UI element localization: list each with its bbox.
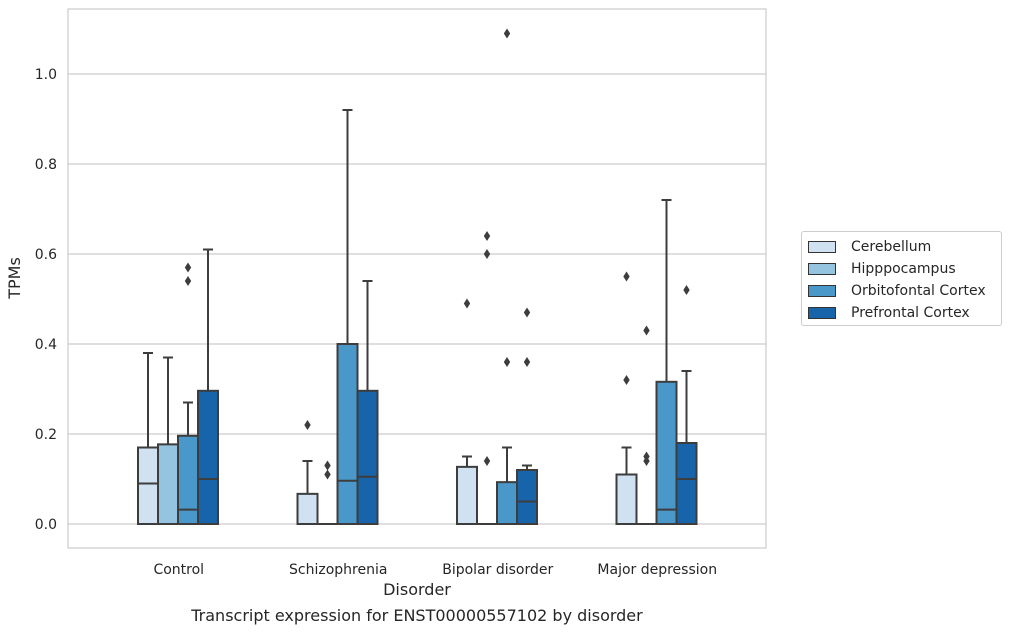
outlier-point — [483, 231, 491, 241]
axes: 0.0 0.2 0.4 0.6 0.8 1.0 Control Schizophrenia Bi… — [35, 67, 717, 578]
box-hipppocampus-3 — [636, 325, 657, 525]
box-cerebellum-3 — [615, 271, 638, 525]
box-prefrontal-cortex-1 — [356, 280, 379, 525]
box-body — [496, 481, 518, 525]
x-tick-label: Bipolar disorder — [442, 562, 553, 578]
outlier-point — [523, 307, 531, 318]
box-cerebellum-0 — [137, 352, 159, 525]
outlier-point — [483, 456, 491, 466]
x-tick-label: Schizophrenia — [289, 562, 387, 578]
box-prefrontal-cortex-2 — [516, 307, 538, 525]
outlier-point — [483, 249, 491, 259]
box-prefrontal-cortex-3 — [675, 285, 698, 525]
outlier-point — [184, 262, 192, 273]
outlier-point — [503, 28, 511, 39]
legend-label: Prefrontal Cortex — [851, 305, 970, 321]
y-tick-label: 0.4 — [35, 337, 57, 353]
box-body — [157, 443, 179, 526]
box-body — [615, 473, 638, 525]
outlier-point — [463, 298, 471, 309]
legend-label: Orbitofontal Cortex — [851, 283, 986, 299]
box-body — [137, 446, 159, 525]
box-orbitofontal-cortex-2 — [496, 28, 518, 525]
legend-item-cerebellum: Cerebellum — [808, 239, 931, 255]
box-prefrontal-cortex-0 — [197, 248, 219, 525]
legend-swatch — [808, 307, 836, 319]
box-orbitofontal-cortex-0 — [177, 262, 199, 525]
x-tick-label: Major depression — [597, 562, 717, 578]
legend-swatch — [808, 241, 836, 253]
y-tick-label: 0.2 — [35, 427, 57, 443]
box-cerebellum-1 — [296, 420, 319, 526]
y-tick-label: 0.0 — [35, 517, 57, 533]
legend-item-orbitofrontal-cortex: Orbitofontal Cortex — [808, 283, 986, 299]
legend-swatch — [808, 263, 836, 275]
box-body — [177, 434, 199, 525]
box-orbitofontal-cortex-3 — [655, 199, 678, 525]
box-body — [516, 469, 538, 525]
box-hipppocampus-2 — [477, 231, 497, 525]
box-body — [675, 442, 698, 525]
box-marks — [137, 28, 698, 526]
legend-item-hippocampus: Hipppocampus — [808, 261, 956, 277]
outlier-point — [683, 285, 690, 295]
box-hipppocampus-0 — [157, 356, 179, 526]
box-orbitofontal-cortex-1 — [336, 109, 359, 525]
outlier-point — [523, 357, 531, 367]
legend: Cerebellum Hipppocampus Orbitofontal Cor… — [801, 231, 1002, 326]
legend-swatch — [808, 285, 836, 297]
box-body — [336, 343, 359, 525]
box-body — [356, 389, 379, 525]
x-axis-label: Disorder — [383, 580, 451, 599]
outlier-point — [324, 460, 331, 471]
outlier-point — [623, 271, 630, 282]
legend-label: Hipppocampus — [851, 261, 956, 277]
outlier-point — [643, 451, 650, 462]
box-body — [655, 380, 678, 525]
y-tick-label: 1.0 — [35, 67, 57, 83]
outlier-point — [304, 420, 311, 430]
chart-caption: Transcript expression for ENST0000055710… — [191, 606, 643, 625]
y-tick-label: 0.8 — [35, 157, 57, 173]
box-body — [456, 465, 478, 526]
outlier-point — [623, 375, 630, 385]
box-hipppocampus-1 — [317, 460, 338, 525]
legend-item-prefrontal-cortex: Prefrontal Cortex — [808, 305, 970, 321]
outlier-point — [324, 469, 331, 480]
box-body — [296, 492, 319, 526]
y-tick-label: 0.6 — [35, 247, 57, 263]
plot-area-frame — [67, 8, 767, 549]
outlier-point — [643, 325, 650, 336]
outlier-point — [503, 357, 511, 367]
y-axis-label: TPMs — [5, 257, 24, 300]
legend-label: Cerebellum — [851, 239, 932, 255]
outlier-point — [184, 276, 192, 286]
x-tick-label: Control — [153, 562, 204, 578]
box-body — [197, 389, 219, 525]
box-cerebellum-2 — [456, 298, 478, 526]
